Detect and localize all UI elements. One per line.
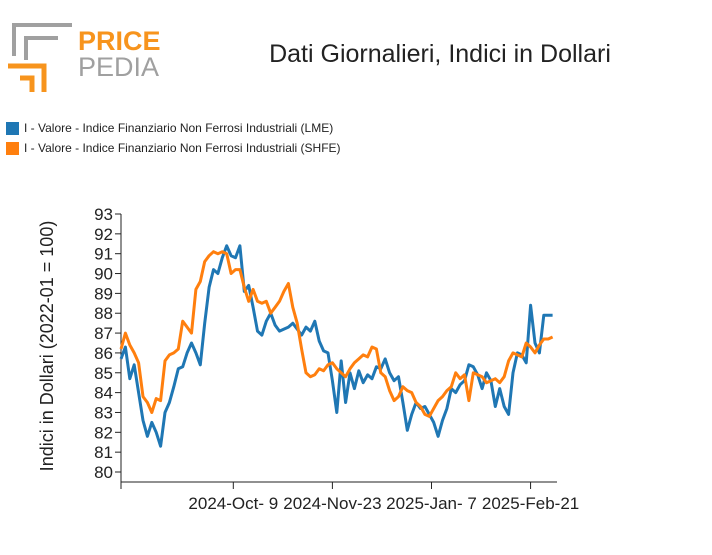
y-tick-label: 82: [94, 423, 113, 442]
logo-bracket-gray-outer: [12, 23, 72, 56]
pricepedia-logo: PRICE PEDIA: [6, 22, 166, 92]
y-tick-label: 93: [94, 205, 113, 224]
series-layer: [119, 244, 554, 448]
y-tick-label: 90: [94, 265, 113, 284]
logo-mark-icon: PRICE PEDIA: [8, 23, 161, 92]
x-tick-label: 2025-Feb-21: [482, 494, 579, 513]
y-tick-label: 81: [94, 443, 113, 462]
x-axis: 2024-Oct- 9 2024-Nov-23 2025-Jan- 7 2025-Fe…: [120, 481, 579, 513]
logo-bracket-gray-inner: [24, 36, 58, 60]
x-tick-label: 2024-Nov-23: [283, 494, 381, 513]
y-tick-label: 87: [94, 324, 113, 343]
y-tick-label: 91: [94, 245, 113, 264]
y-tick-label: 86: [94, 344, 113, 363]
y-tick-label: 89: [94, 284, 113, 303]
logo-bracket-orange-outer: [8, 63, 47, 92]
y-tick-label: 88: [94, 304, 113, 323]
y-tick-label: 83: [94, 403, 113, 422]
series-line-shfe: [119, 250, 554, 418]
logo-text-price: PRICE: [78, 26, 161, 56]
y-tick-label: 92: [94, 225, 113, 244]
series-line-lme: [119, 244, 553, 448]
logo-text-pedia: PEDIA: [78, 52, 159, 82]
y-tick-label: 84: [94, 384, 113, 403]
legend-item-shfe: I - Valore - Indice Finanziario Non Ferr…: [6, 138, 341, 158]
legend: I - Valore - Indice Finanziario Non Ferr…: [6, 118, 341, 158]
legend-item-lme: I - Valore - Indice Finanziario Non Ferr…: [6, 118, 341, 138]
y-tick-label: 80: [94, 463, 113, 482]
x-tick-label: 2025-Jan- 7: [386, 494, 477, 513]
chart-title: Dati Giornalieri, Indici in Dollari: [269, 40, 611, 68]
x-tick-label: 2024-Oct- 9: [188, 494, 278, 513]
legend-label-shfe: I - Valore - Indice Finanziario Non Ferr…: [24, 141, 341, 155]
legend-swatch-shfe: [6, 141, 19, 155]
legend-swatch-lme: [6, 121, 19, 135]
logo-bracket-orange-inner: [20, 75, 35, 92]
legend-label-lme: I - Valore - Indice Finanziario Non Ferr…: [24, 121, 334, 135]
y-axis-label: Indici in Dollari (2022-01 = 100): [37, 221, 57, 472]
y-tick-label: 85: [94, 364, 113, 383]
